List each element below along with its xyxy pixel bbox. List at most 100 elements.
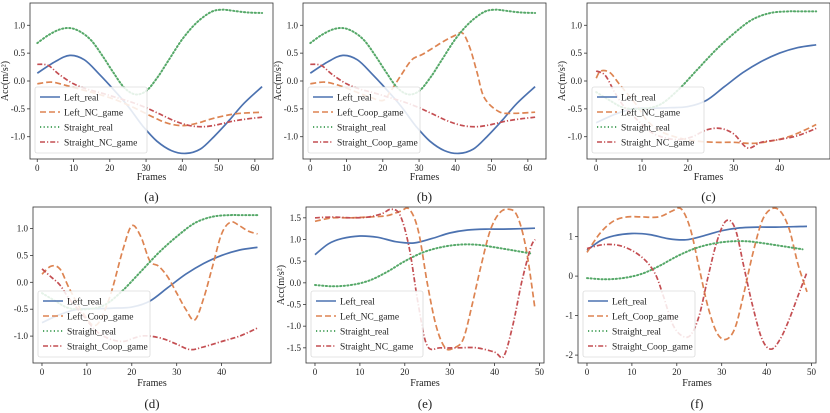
legend-entry-label: Straight_real bbox=[67, 328, 116, 338]
y-tick-label: -0.5 bbox=[14, 304, 29, 314]
x-tick-label: 0 bbox=[585, 367, 590, 377]
x-axis-label: Frames bbox=[694, 172, 724, 183]
x-tick-label: 50 bbox=[535, 367, 545, 377]
panel-caption: (e) bbox=[418, 396, 432, 411]
legend-entry-label: Left_NC_game bbox=[340, 312, 399, 323]
x-tick-label: 0 bbox=[35, 163, 40, 173]
series-line-b-0 bbox=[309, 54, 536, 155]
y-tick-label: 1.0 bbox=[571, 20, 583, 30]
x-tick-label: 20 bbox=[378, 163, 388, 173]
panel-caption: (c) bbox=[701, 189, 715, 204]
x-tick-label: 30 bbox=[415, 163, 425, 173]
series-line-e-0 bbox=[314, 227, 536, 256]
legend-entry-label: Straight_real bbox=[612, 328, 661, 338]
x-tick-label: 0 bbox=[594, 163, 599, 173]
y-tick-label: 0.5 bbox=[14, 48, 26, 58]
y-tick-label: 0.5 bbox=[290, 256, 302, 266]
y-tick-label: 0.5 bbox=[287, 48, 299, 58]
x-tick-label: 10 bbox=[82, 367, 92, 377]
y-tick-label: -0.5 bbox=[284, 104, 299, 114]
x-tick-label: 10 bbox=[627, 367, 637, 377]
y-tick-label: 1 bbox=[569, 232, 574, 242]
legend-entry-label: Left_real bbox=[612, 297, 647, 308]
legend-entry-label: Straight_real bbox=[64, 124, 113, 134]
chart-panel-c: 0 10 20 30 40 -1.0 -0.5 0.0 0.5 1.0 Frames Acc(m/s²… bbox=[557, 2, 830, 204]
series-line-e-2 bbox=[314, 243, 532, 288]
legend-entry-label: Straight_Coop_game bbox=[337, 139, 418, 149]
x-tick-label: 40 bbox=[775, 163, 785, 173]
y-tick-label: -1.0 bbox=[568, 132, 583, 142]
legend-box bbox=[307, 86, 421, 154]
chart-panel-b: 0 10 20 30 40 50 60 -1.0 -0.5 0.0 0.5 1.0 Frames Acc(… bbox=[273, 2, 547, 204]
legend-d: Left_real Left_Coop_game Straight_real Stra… bbox=[37, 290, 151, 358]
legend-entry-label: Straight_real bbox=[337, 124, 386, 134]
chart-panel-f: 0 10 20 30 40 50-2-101Frames(f)Left_realLeft_… bbox=[566, 206, 817, 411]
y-tick-label: -0.5 bbox=[287, 300, 302, 310]
x-tick-label: 60 bbox=[523, 163, 533, 173]
legend-entry-label: Left_Coop_game bbox=[67, 312, 133, 323]
legend-entry-label: Left_NC_game bbox=[64, 108, 123, 119]
x-axis-label: Frames bbox=[410, 172, 440, 183]
legend-entry-label: Left_real bbox=[340, 297, 375, 308]
series-line-f-2 bbox=[586, 240, 804, 281]
legend-entry-label: Straight_Coop_game bbox=[67, 343, 148, 353]
y-tick-label: 0.0 bbox=[14, 76, 26, 86]
plot-frame-d bbox=[32, 206, 272, 364]
x-tick-label: 10 bbox=[69, 163, 79, 173]
series-line-e-3 bbox=[314, 208, 536, 359]
x-tick-label: 40 bbox=[217, 367, 227, 377]
legend-entry-label: Straight_NC_game bbox=[340, 343, 413, 353]
legend-entry-label: Left_real bbox=[64, 93, 99, 104]
chart-panel-d: 0 10 20 30 40 -1.0 -0.5 0.0 0.5 1.0 Frames (d) Left_… bbox=[14, 206, 272, 411]
legend-box bbox=[37, 290, 151, 358]
series-line-f-3 bbox=[586, 219, 808, 351]
y-tick-label: 1.0 bbox=[14, 20, 26, 30]
x-tick-label: 40 bbox=[451, 163, 461, 173]
x-tick-label: 0 bbox=[40, 367, 45, 377]
x-tick-label: 0 bbox=[313, 367, 318, 377]
y-tick-label: -1.0 bbox=[14, 331, 29, 341]
legend-e: Left_real Left_NC_game Straight_real Straig… bbox=[310, 290, 424, 358]
legend-entry-label: Left_real bbox=[621, 93, 656, 104]
x-tick-label: 50 bbox=[807, 367, 817, 377]
x-tick-label: 30 bbox=[445, 367, 455, 377]
legend-box bbox=[582, 290, 696, 358]
panel-caption: (a) bbox=[144, 189, 158, 204]
legend-entry-label: Left_real bbox=[67, 297, 102, 308]
y-tick-label: -2 bbox=[566, 350, 574, 360]
legend-entry-label: Left_Coop_game bbox=[337, 108, 403, 119]
y-tick-label: 0.5 bbox=[17, 250, 29, 260]
chart-panel-a: 0 10 20 30 40 50 60 -1.0 -0.5 0.0 0.5 1.0 Frames Acc(… bbox=[0, 2, 274, 204]
x-tick-label: 20 bbox=[105, 163, 115, 173]
chart-panel-e: 0 10 20 30 40 50 -1.5 -1.0 -0.5 0.0 0.5 1.0 1.5 Frame… bbox=[276, 206, 545, 411]
y-tick-label: -1 bbox=[566, 311, 574, 321]
legend-entry-label: Straight_real bbox=[340, 328, 389, 338]
legend-entry-label: Left_Coop_game bbox=[612, 312, 678, 323]
x-tick-label: 30 bbox=[729, 163, 739, 173]
y-tick-label: 0.0 bbox=[17, 277, 29, 287]
y-tick-label: 0.0 bbox=[287, 76, 299, 86]
y-tick-label: 0.0 bbox=[290, 278, 302, 288]
x-tick-label: 30 bbox=[172, 367, 182, 377]
y-axis-label: Acc(m/s²) bbox=[273, 61, 284, 101]
x-axis-label: Frames bbox=[137, 172, 167, 183]
x-tick-label: 10 bbox=[342, 163, 352, 173]
x-tick-label: 10 bbox=[355, 367, 365, 377]
legend-entry-label: Straight_real bbox=[621, 124, 670, 134]
legend-entry-label: Left_NC_game bbox=[621, 108, 680, 119]
y-tick-label: 1.0 bbox=[287, 20, 299, 30]
series-line-c-1 bbox=[595, 69, 817, 145]
series-line-f-1 bbox=[586, 207, 808, 341]
x-axis-label: Frames bbox=[410, 378, 440, 389]
panel-caption: (b) bbox=[417, 189, 432, 204]
panel-caption: (f) bbox=[691, 396, 704, 411]
x-tick-label: 60 bbox=[250, 163, 260, 173]
legend-c: Left_real Left_NC_game Straight_real Straig… bbox=[591, 86, 705, 154]
x-tick-label: 20 bbox=[683, 163, 693, 173]
y-tick-label: -0.5 bbox=[568, 104, 583, 114]
x-tick-label: 10 bbox=[638, 163, 648, 173]
x-tick-label: 0 bbox=[308, 163, 313, 173]
y-tick-label: -0.5 bbox=[11, 104, 26, 114]
legend-b: Left_real Left_Coop_game Straight_real Stra… bbox=[307, 86, 421, 154]
